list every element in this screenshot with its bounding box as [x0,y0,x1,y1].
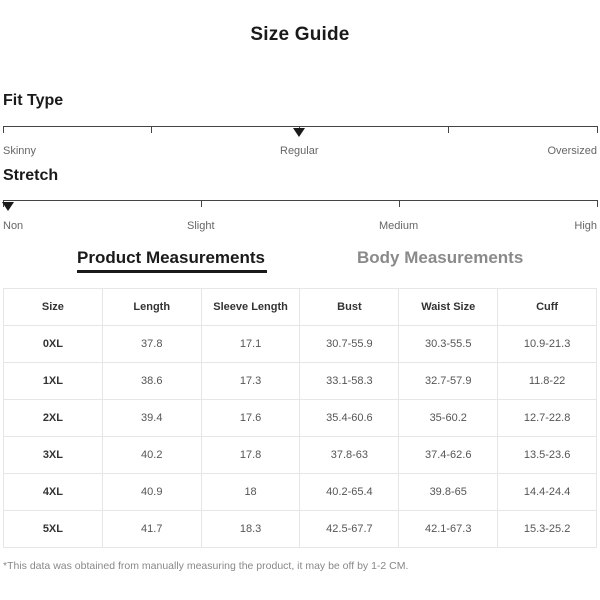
column-header-bust: Bust [299,288,400,326]
cuff-cell: 15.3-25.2 [497,510,597,548]
cuff-cell: 11.8-22 [497,362,597,400]
sleeve-length-cell: 17.1 [200,325,301,363]
size-cell: 3XL [3,436,103,474]
bust-cell: 33.1-58.3 [299,362,400,400]
size-cell: 0XL [3,325,103,363]
length-cell: 38.6 [101,362,202,400]
length-cell: 41.7 [101,510,202,548]
column-header-sleeve-length: Sleeve Length [200,288,301,326]
cuff-cell: 10.9-21.3 [497,325,597,363]
fit-type-scale [3,126,598,127]
fit-type-tick [448,126,449,133]
waist-size-cell: 42.1-67.3 [398,510,499,548]
fit-type-tick [151,126,152,133]
stretch-label-high: High [574,220,597,232]
size-table: Size Length Sleeve Length Bust Waist Siz… [3,288,597,548]
page-title: Size Guide [250,24,350,45]
fit-type-label-skinny: Skinny [3,145,37,157]
stretch-tick [201,200,202,207]
table-header-row: Size Length Sleeve Length Bust Waist Siz… [3,288,597,326]
size-cell: 5XL [3,510,103,548]
fit-type-tick [3,126,4,133]
bust-cell: 35.4-60.6 [299,399,400,437]
stretch-tick [597,200,598,207]
fit-type-label-oversized: Oversized [547,145,597,157]
column-header-size: Size [3,288,103,326]
stretch-marker [2,202,14,211]
size-cell: 2XL [3,399,103,437]
sleeve-length-cell: 17.8 [200,436,301,474]
stretch-label-non: Non [3,220,24,232]
waist-size-cell: 39.8-65 [398,473,499,511]
fit-type-marker [293,128,305,137]
stretch-label-medium: Medium [379,220,419,232]
fit-type-tick [597,126,598,133]
stretch-scale [3,200,598,201]
table-row: 2XL 39.4 17.6 35.4-60.6 35-60.2 12.7-22.… [3,399,597,437]
column-header-length: Length [101,288,202,326]
tab-product-measurements[interactable]: Product Measurements [77,248,265,267]
waist-size-cell: 32.7-57.9 [398,362,499,400]
table-row: 4XL 40.9 18 40.2-65.4 39.8-65 14.4-24.4 [3,473,597,511]
waist-size-cell: 35-60.2 [398,399,499,437]
size-cell: 1XL [3,362,103,400]
table-row: 1XL 38.6 17.3 33.1-58.3 32.7-57.9 11.8-2… [3,362,597,400]
tab-body-measurements[interactable]: Body Measurements [357,248,524,267]
size-cell: 4XL [3,473,103,511]
sleeve-length-cell: 17.6 [200,399,301,437]
cuff-cell: 12.7-22.8 [497,399,597,437]
sleeve-length-cell: 18.3 [200,510,301,548]
bust-cell: 37.8-63 [299,436,400,474]
column-header-cuff: Cuff [497,288,597,326]
column-header-waist-size: Waist Size [398,288,499,326]
waist-size-cell: 37.4-62.6 [398,436,499,474]
table-row: 0XL 37.8 17.1 30.7-55.9 30.3-55.5 10.9-2… [3,325,597,363]
sleeve-length-cell: 17.3 [200,362,301,400]
length-cell: 39.4 [101,399,202,437]
length-cell: 40.2 [101,436,202,474]
stretch-title: Stretch [3,167,59,184]
bust-cell: 40.2-65.4 [299,473,400,511]
cuff-cell: 13.5-23.6 [497,436,597,474]
cuff-cell: 14.4-24.4 [497,473,597,511]
table-row: 5XL 41.7 18.3 42.5-67.7 42.1-67.3 15.3-2… [3,510,597,548]
fit-type-label-regular: Regular [280,145,319,157]
bust-cell: 42.5-67.7 [299,510,400,548]
stretch-label-slight: Slight [187,220,215,232]
sleeve-length-cell: 18 [200,473,301,511]
footnote: *This data was obtained from manually me… [3,560,409,572]
stretch-tick [399,200,400,207]
length-cell: 37.8 [101,325,202,363]
fit-type-title: Fit Type [3,92,64,109]
active-tab-underline [77,270,267,273]
length-cell: 40.9 [101,473,202,511]
table-row: 3XL 40.2 17.8 37.8-63 37.4-62.6 13.5-23.… [3,436,597,474]
bust-cell: 30.7-55.9 [299,325,400,363]
waist-size-cell: 30.3-55.5 [398,325,499,363]
